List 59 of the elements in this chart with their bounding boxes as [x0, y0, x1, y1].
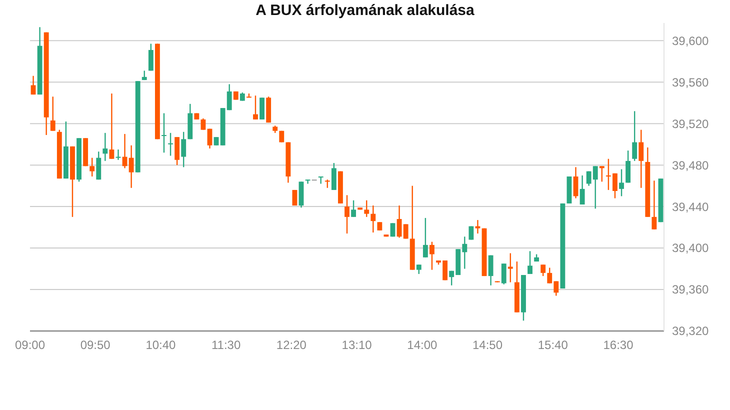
candlestick	[207, 128, 212, 150]
y-tick-label: 39,400	[672, 241, 710, 256]
candlestick	[632, 110, 638, 162]
candlestick	[128, 144, 134, 188]
candlestick	[619, 168, 624, 197]
candlestick	[174, 136, 180, 166]
x-tick-label: 10:40	[146, 338, 176, 352]
candlestick	[90, 157, 95, 178]
candlestick	[331, 162, 336, 191]
candlestick	[638, 129, 644, 188]
candlestick	[298, 181, 304, 208]
candlestick	[501, 262, 506, 285]
x-tick-label: 09:50	[80, 338, 111, 352]
candlestick	[162, 112, 166, 154]
x-tick-label: 14:50	[472, 338, 503, 352]
candlestick	[102, 132, 108, 162]
candlestick	[370, 204, 376, 234]
candlestick	[351, 200, 356, 218]
candlestick	[422, 217, 428, 258]
candlestick	[573, 166, 578, 199]
candlestick	[416, 264, 422, 275]
y-tick-label: 39,480	[672, 158, 710, 172]
y-tick-label: 39,600	[672, 34, 710, 48]
x-tick-label: 11:30	[212, 338, 241, 352]
candlestick	[200, 118, 206, 130]
x-tick-label: 15:40	[538, 338, 568, 352]
y-tick-label: 39,360	[672, 282, 710, 297]
candlestick	[109, 92, 114, 160]
candlestick	[364, 200, 370, 218]
candlestick	[253, 94, 258, 120]
candlestick	[181, 131, 186, 168]
y-tick-label: 39,520	[672, 116, 710, 131]
chart-title: A BUX árfolyamának alakulása	[256, 2, 476, 19]
candlestick	[528, 250, 532, 275]
candlestick	[626, 150, 631, 184]
candlestick	[599, 166, 604, 182]
candlestick	[96, 150, 102, 180]
candlestick	[488, 254, 494, 286]
candlestick	[430, 241, 434, 270]
candlestick	[652, 180, 657, 230]
y-tick-label: 39,440	[672, 200, 710, 214]
candlestick	[305, 178, 310, 184]
candlestick	[116, 148, 121, 160]
candlestick	[540, 264, 546, 277]
candlestick	[148, 43, 154, 72]
candlestick	[508, 252, 513, 283]
x-tick-label: 12:20	[276, 338, 307, 352]
y-tick-label: 39,320	[672, 324, 710, 338]
candlestick	[168, 132, 173, 156]
candlestick	[30, 75, 36, 96]
candlestick	[390, 222, 396, 238]
x-tick-label: 14:00	[407, 338, 438, 352]
candlestick	[50, 96, 56, 132]
x-tick-label: 16:30	[603, 338, 634, 352]
candlestick	[344, 194, 350, 234]
y-tick-label: 39,560	[672, 75, 710, 90]
x-tick-label: 13:10	[342, 338, 372, 352]
candlestick	[580, 174, 585, 206]
x-tick-label: 09:00	[14, 338, 46, 352]
